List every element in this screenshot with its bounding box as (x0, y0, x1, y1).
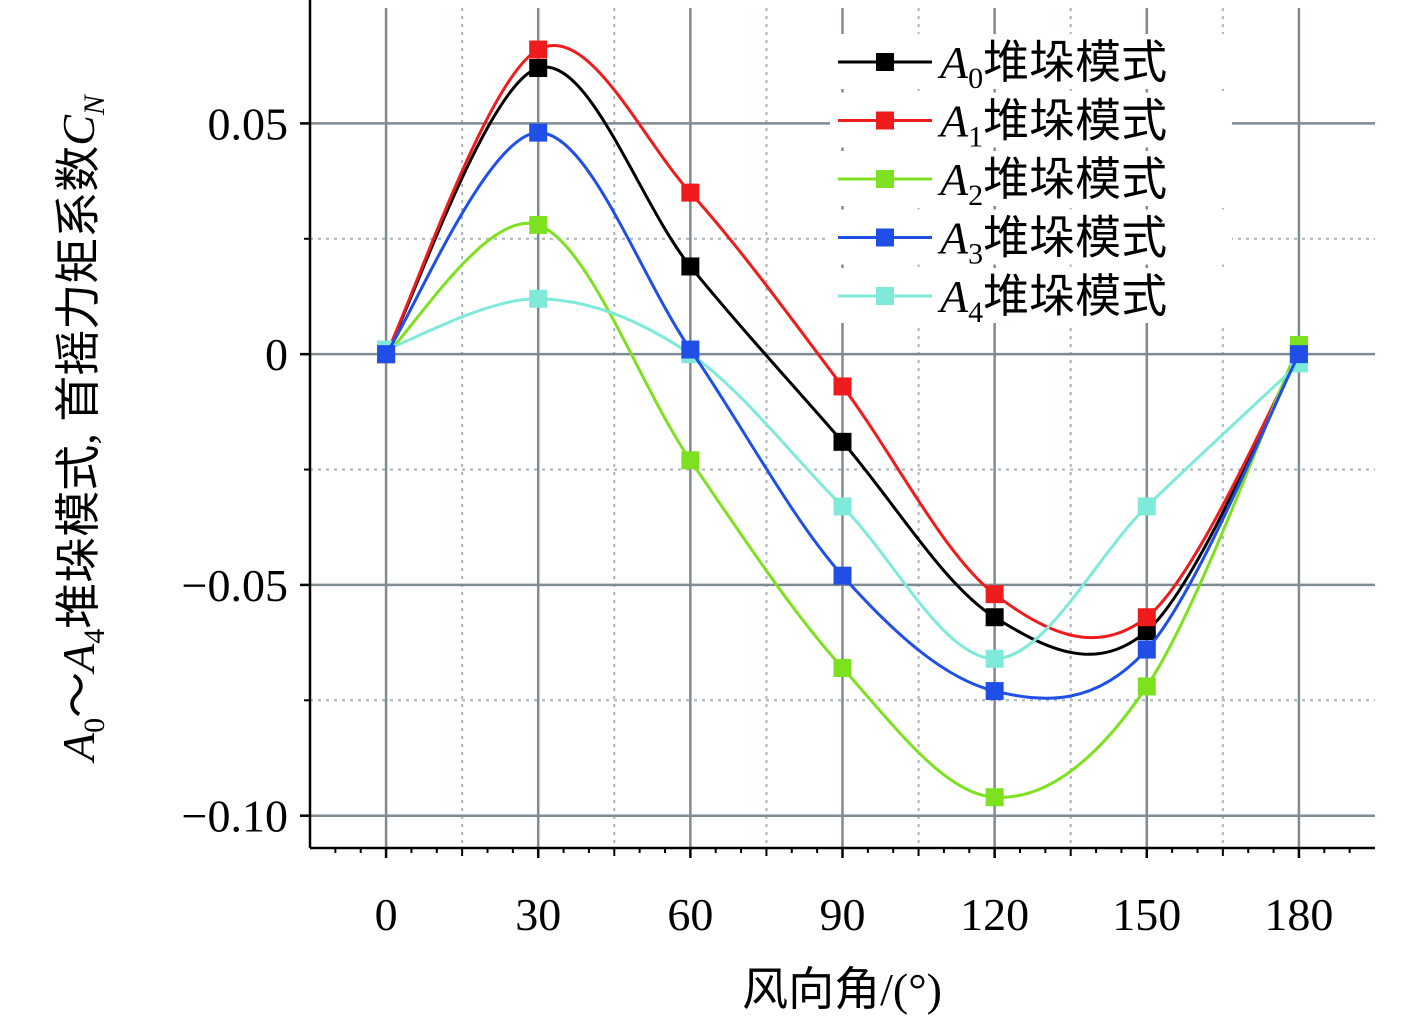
series-a3 (377, 123, 1308, 701)
legend-label: A3堆垛模式 (937, 213, 1167, 271)
x-tick-label: 180 (1264, 889, 1333, 940)
legend-label-var: A (937, 37, 969, 88)
legend-marker (876, 53, 894, 71)
data-point (1137, 497, 1156, 516)
data-point (377, 345, 396, 364)
data-point (1137, 608, 1156, 627)
y-tick-label: −0.05 (182, 560, 288, 611)
data-point (985, 608, 1004, 627)
x-tick-label: 60 (667, 889, 713, 940)
y-axis-label-end-var: C (53, 114, 104, 146)
x-tick-label: 150 (1112, 889, 1181, 940)
data-point (985, 649, 1004, 668)
data-point (1289, 345, 1308, 364)
legend-marker (876, 111, 894, 130)
legend-item-a4: A4堆垛模式 (830, 268, 1232, 329)
data-point (833, 432, 852, 451)
y-tick-label: 0 (265, 329, 288, 380)
legend-item-a2: A2堆垛模式 (830, 151, 1232, 212)
data-point (833, 659, 852, 677)
legend-label: A4堆垛模式 (937, 271, 1167, 329)
y-axis-label: A0～A4堆垛模式, 首摇力矩系数CN (53, 93, 111, 764)
data-point (1137, 677, 1156, 696)
legend-label-sub: 4 (968, 296, 983, 329)
data-point (681, 340, 700, 359)
y-axis-label-text: 堆垛模式, 首摇力矩系数 (53, 146, 104, 629)
legend-label-sub: 2 (968, 179, 983, 212)
x-tick-label: 120 (960, 889, 1029, 940)
data-point (529, 123, 548, 142)
legend-item-a3: A3堆垛模式 (830, 209, 1232, 271)
data-point (833, 497, 852, 516)
legend-label-text: 堆垛模式 (983, 213, 1167, 264)
legend-marker (876, 287, 894, 305)
axis-labels: 风向角/(°)A0～A4堆垛模式, 首摇力矩系数CN (53, 93, 942, 1015)
data-point (833, 566, 852, 585)
legend-item-a1: A1堆垛模式 (830, 92, 1232, 154)
series-layer (377, 40, 1308, 807)
y-axis-label-mid-sub: 4 (78, 629, 111, 644)
legend-label-var: A (937, 213, 969, 264)
data-point (1137, 622, 1156, 641)
legend-label-var: A (937, 96, 969, 147)
data-point (985, 585, 1004, 604)
legend-label: A2堆垛模式 (937, 154, 1167, 212)
y-axis-label-end-sub: N (78, 93, 111, 116)
y-tick-label: 0.05 (208, 98, 289, 149)
data-point (985, 788, 1004, 807)
legend-label-var: A (937, 271, 969, 322)
legend-label-text: 堆垛模式 (983, 37, 1167, 88)
data-point (985, 682, 1004, 701)
x-tick-label: 0 (375, 889, 398, 940)
data-point (681, 183, 700, 202)
data-point (1137, 640, 1156, 659)
data-point (681, 257, 700, 276)
data-point (833, 377, 852, 396)
legend-label: A0堆垛模式 (937, 37, 1167, 95)
legend-label-text: 堆垛模式 (983, 271, 1167, 322)
legend-label-sub: 3 (968, 238, 983, 271)
legend-label-sub: 1 (968, 121, 983, 154)
legend-label-text: 堆垛模式 (983, 154, 1167, 205)
data-point (529, 215, 548, 234)
y-axis-label-mid-var: A (53, 643, 104, 675)
legend-label: A1堆垛模式 (937, 96, 1167, 154)
x-tick-label: 90 (820, 889, 866, 940)
series-a1 (377, 40, 1308, 640)
x-tick-label: 30 (515, 889, 561, 940)
y-axis-label-prefix-var: A (53, 732, 104, 764)
legend-marker (876, 228, 894, 247)
legend-label-sub: 0 (968, 62, 983, 95)
data-point (529, 40, 548, 59)
legend-marker (876, 170, 894, 188)
y-axis-label-prefix-sub: 0 (78, 718, 111, 733)
data-point (529, 289, 548, 308)
legend-item-a0: A0堆垛模式 (830, 34, 1232, 95)
y-tick-label: −0.10 (182, 791, 288, 842)
legend-label-text: 堆垛模式 (983, 96, 1167, 147)
legend-label-var: A (937, 154, 969, 205)
data-point (529, 59, 548, 77)
x-axis-label: 风向角/(°) (742, 964, 942, 1015)
data-point (681, 451, 700, 470)
y-axis-label-tilde: ～ (53, 672, 104, 718)
